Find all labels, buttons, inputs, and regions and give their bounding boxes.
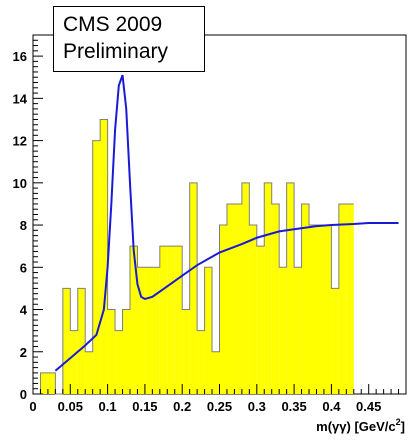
x-axis-title-end: ] [401, 419, 405, 434]
histogram-bin [226, 203, 235, 394]
histogram-outline [39, 118, 354, 395]
annotation-line-1: CMS 2009 [63, 13, 163, 36]
histogram-bin [323, 225, 332, 394]
histogram-bin [316, 225, 324, 394]
y-tick-label: 10 [13, 176, 27, 191]
x-tick-label: 0.15 [132, 399, 157, 414]
histogram-bin [294, 267, 302, 394]
x-axis-title-text: m(γγ) [GeV/c [316, 419, 395, 434]
histogram-bin [70, 330, 78, 394]
histogram-bin [219, 225, 227, 394]
histogram-bin [62, 288, 71, 394]
x-tick-label: 0.3 [248, 399, 266, 414]
fit-curve [54, 74, 399, 372]
histogram-bin [309, 225, 317, 394]
histogram-bin [301, 203, 310, 394]
histogram-bin [159, 246, 168, 394]
histogram-bin [40, 372, 48, 394]
y-tick-label: 16 [13, 49, 27, 64]
histogram-bin [47, 372, 56, 394]
y-tick-label: 12 [13, 134, 27, 149]
histogram-bin [174, 246, 183, 394]
x-tick-label: 0.05 [58, 399, 83, 414]
histogram-bin [338, 203, 347, 394]
x-tick-label: 0.45 [356, 399, 381, 414]
x-tick-label: 0.2 [173, 399, 191, 414]
histogram-bin [92, 140, 101, 394]
histogram-bin [137, 267, 145, 394]
histogram-bin [346, 203, 354, 394]
histogram-bin [100, 119, 108, 395]
histogram-bin [122, 309, 130, 394]
histogram-bin [115, 330, 123, 394]
histogram-bin [212, 351, 220, 394]
y-tick-label: 6 [20, 260, 27, 275]
histogram-bin [204, 267, 213, 394]
histogram-bin [264, 182, 272, 394]
histogram-bin [152, 267, 160, 394]
y-tick-label: 2 [20, 345, 27, 360]
y-tick-label: 4 [20, 303, 28, 318]
x-tick-label: 0.1 [99, 399, 117, 414]
y-axis: 0 2 4 6 8 10 12 14 16 [13, 34, 43, 402]
histogram-bin [256, 246, 265, 394]
y-tick-label: 14 [13, 91, 28, 106]
histogram-bin [197, 330, 205, 394]
x-axis-title: m(γγ) [GeV/c2] [316, 417, 405, 434]
x-tick-label: 0.25 [207, 399, 232, 414]
histogram-bin [271, 203, 280, 394]
histogram-bin [234, 203, 242, 394]
histogram-bin [279, 267, 287, 394]
histogram-bin [107, 309, 116, 394]
histogram-bin [129, 246, 138, 394]
histogram-bin [331, 288, 339, 394]
x-tick-label: 0.4 [322, 399, 341, 414]
histogram-bin [241, 182, 250, 394]
histogram-bin [144, 267, 153, 394]
histogram-bin [167, 246, 175, 394]
histogram-bin [249, 225, 257, 394]
annotation-box: CMS 2009 Preliminary [53, 6, 205, 72]
x-tick-label: 0 [29, 399, 36, 414]
histogram-bin [182, 309, 190, 394]
x-axis-title-superscript: 2 [396, 417, 401, 427]
y-tick-label: 0 [20, 387, 27, 402]
annotation-line-2: Preliminary [63, 40, 169, 63]
histogram-bin [77, 288, 86, 394]
histogram-bin [286, 182, 295, 394]
x-axis: 0 0.05 0.1 0.15 0.2 0.25 0.3 0.35 0.4 0.45 [29, 384, 407, 414]
histogram-bars [40, 119, 354, 395]
x-tick-label: 0.35 [281, 399, 306, 414]
y-tick-label: 8 [20, 218, 27, 233]
histogram-bin [85, 351, 93, 394]
histogram-bin [189, 182, 198, 394]
